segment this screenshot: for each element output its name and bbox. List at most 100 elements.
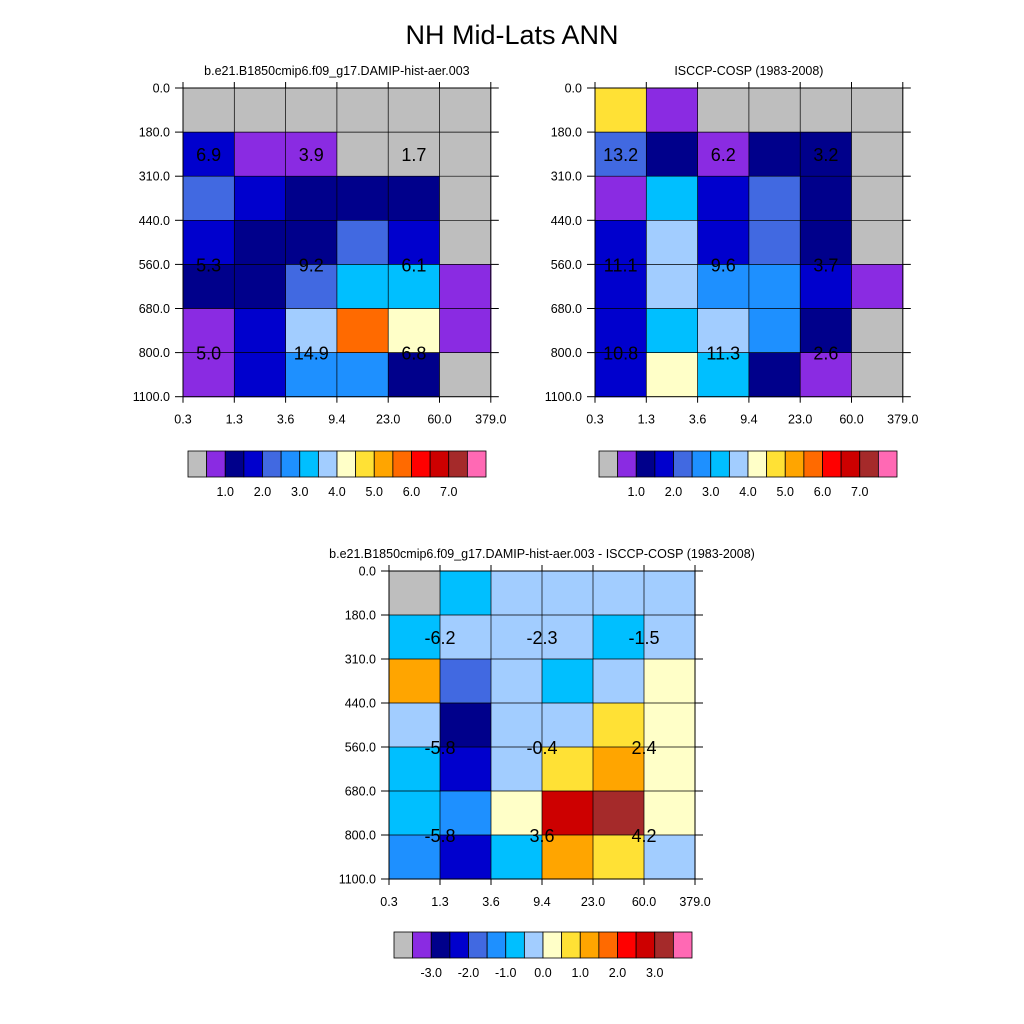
- model-x-tick-label: 23.0: [376, 413, 400, 427]
- diff-cell-r5-c5: [644, 791, 696, 836]
- obs-panel-title: ISCCP-COSP (1983-2008): [674, 64, 823, 78]
- diff-colorbar-box: [654, 931, 674, 959]
- diff-cell-r1-c2: [491, 615, 543, 660]
- obs-cell-r3-c2: [697, 220, 750, 265]
- model-cell-r2-c5: [439, 176, 492, 221]
- diff-cell-r6-c0: [389, 835, 441, 880]
- obs-colorbar-box: [617, 450, 637, 478]
- diff-colorbar-box: [430, 931, 451, 959]
- diff-cell-r4-c0: [389, 747, 441, 792]
- diff-cell-r1-c3: [542, 615, 594, 660]
- diff-y-tick-label: 800.0: [345, 829, 376, 843]
- model-value-label: 5.0: [196, 344, 221, 364]
- obs-colorbar-label: 3.0: [702, 485, 719, 499]
- model-cell-r1-c3: [336, 132, 389, 177]
- obs-cell-r6-c3: [748, 352, 801, 398]
- obs-value-label: 13.2: [603, 145, 638, 165]
- obs-colorbar-box: [598, 450, 619, 478]
- diff-colorbar-box: [635, 931, 656, 959]
- diff-cell-r3-c3: [542, 703, 594, 748]
- diff-cell-r6-c3: [542, 835, 594, 880]
- obs-x-tick-label: 0.3: [586, 413, 603, 427]
- diff-colorbar-label: 1.0: [572, 966, 589, 980]
- obs-cell-r3-c0: [595, 220, 647, 265]
- model-cell-r3-c3: [336, 220, 389, 265]
- diff-cell-r0-c2: [491, 571, 543, 616]
- obs-cell-r5-c0: [595, 308, 647, 354]
- model-y-tick-label: 0.0: [153, 82, 170, 96]
- obs-cell-r1-c4: [800, 132, 853, 177]
- model-colorbar-label: 3.0: [291, 485, 308, 499]
- model-colorbar-box: [429, 450, 450, 478]
- diff-cell-r3-c4: [593, 703, 645, 748]
- diff-cell-r3-c2: [491, 703, 543, 748]
- diff-cell-r2-c0: [389, 659, 441, 704]
- model-colorbar-box: [224, 450, 245, 478]
- obs-cell-r5-c5: [851, 308, 904, 354]
- diff-cell-r1-c4: [593, 615, 645, 660]
- model-colorbar-box: [411, 450, 431, 478]
- obs-cell-r0-c1: [646, 88, 699, 133]
- model-cell-r6-c5: [439, 352, 492, 398]
- diff-cell-r0-c0: [389, 571, 441, 616]
- obs-value-label: 2.6: [813, 344, 838, 364]
- diff-colorbar-label: 2.0: [609, 966, 626, 980]
- obs-y-tick-label: 560.0: [551, 258, 582, 272]
- obs-cell-r3-c4: [800, 220, 853, 265]
- model-cell-r0-c2: [285, 88, 338, 133]
- obs-cell-r3-c3: [748, 220, 801, 265]
- model-colorbar-box: [280, 450, 301, 478]
- obs-cell-r3-c1: [646, 220, 699, 265]
- model-colorbar-label: 6.0: [403, 485, 420, 499]
- model-y-tick-label: 680.0: [139, 302, 170, 316]
- diff-cell-r1-c0: [389, 615, 441, 660]
- obs-cell-r6-c4: [800, 352, 853, 398]
- model-cell-r5-c3: [336, 308, 389, 354]
- diff-colorbar-box: [598, 931, 618, 959]
- model-cell-r5-c5: [439, 308, 492, 354]
- diff-colorbar-label: 0.0: [534, 966, 551, 980]
- obs-cell-r4-c5: [851, 264, 904, 310]
- obs-cell-r1-c5: [851, 132, 904, 177]
- model-value-label: 6.1: [401, 255, 426, 275]
- model-colorbar-box: [299, 450, 319, 478]
- diff-colorbar-box: [617, 931, 637, 959]
- diff-colorbar-box: [579, 931, 600, 959]
- obs-cell-r5-c4: [800, 308, 853, 354]
- diff-cell-r5-c0: [389, 791, 441, 836]
- diff-cell-r2-c4: [593, 659, 645, 704]
- diff-cell-r6-c2: [491, 835, 543, 880]
- diff-x-tick-label: 60.0: [632, 895, 656, 909]
- diff-cell-r0-c4: [593, 571, 645, 616]
- obs-cell-r0-c0: [595, 88, 647, 133]
- model-x-tick-label: 3.6: [277, 413, 294, 427]
- model-cell-r6-c2: [285, 352, 338, 398]
- diff-value-label: 3.6: [529, 826, 554, 846]
- obs-colorbar-box: [635, 450, 656, 478]
- diff-y-tick-label: 310.0: [345, 653, 376, 667]
- obs-cell-r5-c1: [646, 308, 699, 354]
- model-colorbar-label: 7.0: [440, 485, 457, 499]
- model-x-tick-label: 60.0: [427, 413, 451, 427]
- diff-x-tick-label: 379.0: [679, 895, 710, 909]
- obs-value-label: 11.3: [706, 344, 740, 364]
- model-colorbar-box: [355, 450, 375, 478]
- diff-cell-r0-c3: [542, 571, 594, 616]
- diff-cell-r6-c4: [593, 835, 645, 880]
- diff-colorbar-box: [523, 931, 544, 959]
- model-y-tick-label: 1100.0: [133, 390, 170, 404]
- model-value-label: 3.9: [299, 145, 324, 165]
- model-cell-r4-c0: [183, 264, 235, 310]
- obs-y-tick-label: 800.0: [551, 346, 582, 360]
- obs-cell-r5-c3: [748, 308, 801, 354]
- model-cell-r3-c5: [439, 220, 492, 265]
- obs-colorbar-box: [803, 450, 823, 478]
- diff-cell-r3-c0: [389, 703, 441, 748]
- diff-x-tick-label: 9.4: [533, 895, 550, 909]
- diff-cell-r6-c1: [440, 835, 492, 880]
- model-cell-r0-c1: [234, 88, 287, 133]
- model-cell-r2-c0: [183, 176, 235, 221]
- model-colorbar-box: [317, 450, 338, 478]
- obs-y-tick-label: 0.0: [565, 82, 582, 96]
